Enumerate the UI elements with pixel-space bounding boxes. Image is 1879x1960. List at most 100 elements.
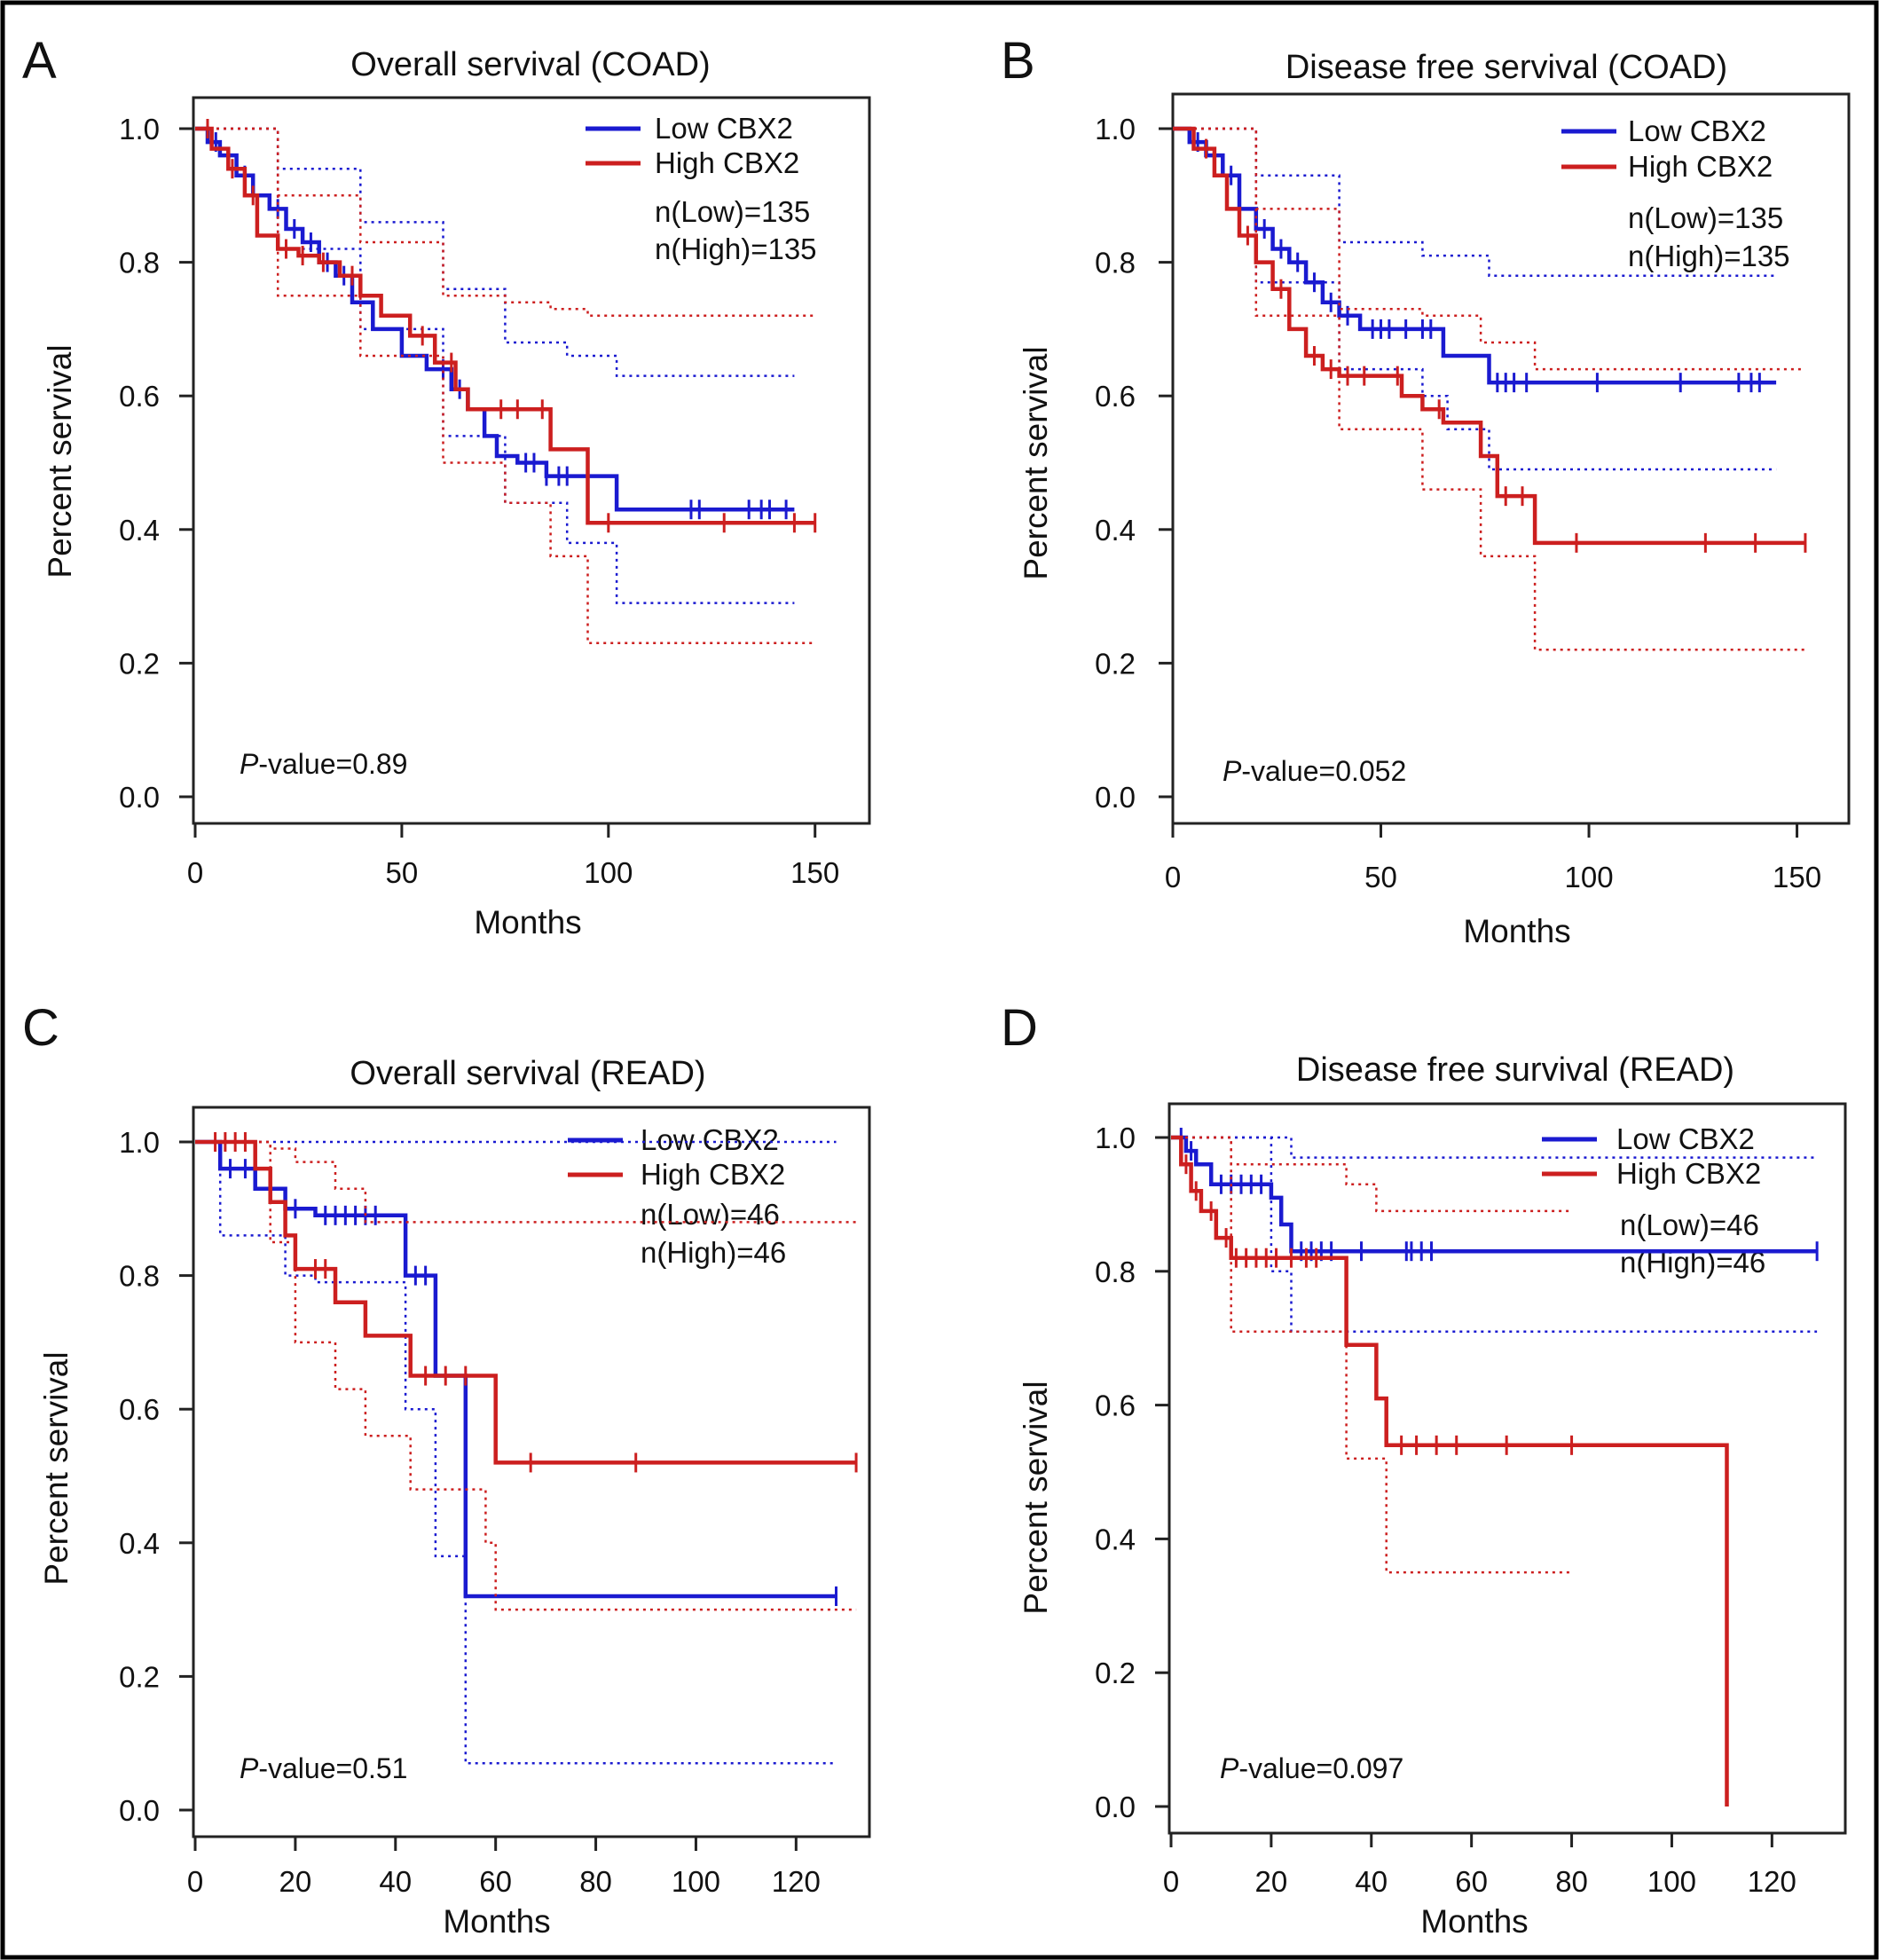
y-tick-label: 0.0 bbox=[1095, 781, 1136, 814]
x-axis: 0 20 40 60 80 100 120 bbox=[1163, 1833, 1796, 1898]
legend-label-high: High CBX2 bbox=[1628, 150, 1773, 183]
chart-title: Disease free servival (COAD) bbox=[1285, 49, 1727, 86]
x-tick-label: 0 bbox=[1163, 1865, 1179, 1898]
sample-size-low: n(Low)=135 bbox=[1628, 201, 1783, 234]
plot-frame bbox=[192, 1106, 871, 1838]
sample-size-low: n(Low)=46 bbox=[1620, 1208, 1759, 1241]
survival-curve bbox=[1171, 1135, 1729, 1807]
p-value-prefix: P bbox=[240, 748, 259, 780]
x-tick-label: 0 bbox=[1165, 861, 1181, 893]
y-tick-label: 0.0 bbox=[1095, 1791, 1136, 1823]
panel-c: C Overall servival (READ) Percent serviv… bbox=[22, 999, 871, 1940]
x-axis: 0 50 100 150 bbox=[187, 823, 839, 889]
legend-label-low: Low CBX2 bbox=[1628, 114, 1766, 147]
confidence-band-upper bbox=[195, 127, 795, 377]
x-tick-label: 150 bbox=[1773, 861, 1821, 893]
survival-curve bbox=[195, 1139, 857, 1465]
x-tick-label: 100 bbox=[1647, 1865, 1696, 1898]
sample-size-high: n(High)=135 bbox=[655, 232, 817, 265]
y-tick-label: 0.6 bbox=[119, 1393, 160, 1426]
x-tick-label: 100 bbox=[672, 1865, 720, 1898]
series-high bbox=[195, 1132, 858, 1611]
legend-label-low: Low CBX2 bbox=[655, 112, 793, 145]
y-tick-label: 0.2 bbox=[1095, 1657, 1136, 1689]
legend-label-high: High CBX2 bbox=[1616, 1157, 1761, 1190]
y-tick-label: 1.0 bbox=[1095, 1122, 1136, 1154]
p-value-text: -value=0.097 bbox=[1238, 1752, 1403, 1784]
y-tick-label: 0.0 bbox=[119, 781, 160, 814]
series-high bbox=[195, 119, 817, 645]
sample-size-high: n(High)=46 bbox=[641, 1236, 786, 1269]
x-tick-label: 40 bbox=[1355, 1865, 1388, 1898]
legend: Low CBX2 High CBX2 n(Low)=46 n(High)=46 bbox=[1542, 1122, 1765, 1279]
x-tick-label: 120 bbox=[1748, 1865, 1796, 1898]
p-value-label: P-value=0.89 bbox=[240, 748, 407, 780]
p-value-prefix: P bbox=[240, 1752, 259, 1784]
panel-d: D Disease free survival (READ) Percent s… bbox=[1001, 999, 1847, 1940]
confidence-band-lower bbox=[195, 1140, 837, 1765]
panel-letter: B bbox=[1001, 32, 1035, 90]
y-tick-label: 0.4 bbox=[1095, 514, 1136, 547]
x-tick-label: 20 bbox=[1255, 1865, 1288, 1898]
x-tick-label: 100 bbox=[584, 856, 633, 889]
confidence-band-lower bbox=[1171, 1136, 1572, 1574]
legend: Low CBX2 High CBX2 n(Low)=46 n(High)=46 bbox=[568, 1123, 786, 1269]
confidence-band-lower bbox=[195, 127, 815, 645]
p-value-text: -value=0.51 bbox=[258, 1752, 407, 1784]
sample-size-low: n(Low)=135 bbox=[655, 195, 810, 228]
panel-a: A Overall servival (COAD) Percent serviv… bbox=[22, 32, 871, 941]
chart-title: Overall servival (COAD) bbox=[350, 46, 710, 83]
confidence-band-lower bbox=[1171, 1136, 1818, 1333]
p-value-label: P-value=0.097 bbox=[1220, 1752, 1403, 1784]
x-tick-label: 0 bbox=[187, 1865, 203, 1898]
y-tick-label: 0.8 bbox=[1095, 247, 1136, 279]
y-tick-label: 0.2 bbox=[119, 647, 160, 680]
survival-curve bbox=[195, 126, 795, 512]
y-axis-label: Percent servival bbox=[42, 344, 78, 578]
y-tick-label: 0.4 bbox=[119, 1527, 160, 1560]
y-tick-label: 0.8 bbox=[119, 247, 160, 279]
sample-size-high: n(High)=135 bbox=[1628, 240, 1790, 272]
p-value-prefix: P bbox=[1223, 755, 1242, 787]
plot-frame bbox=[192, 96, 871, 825]
x-axis-label: Months bbox=[1420, 1903, 1528, 1940]
x-axis-label: Months bbox=[443, 1903, 550, 1940]
y-tick-label: 0.6 bbox=[1095, 380, 1136, 413]
sample-size-low: n(Low)=46 bbox=[641, 1198, 780, 1231]
x-tick-label: 120 bbox=[772, 1865, 821, 1898]
legend-label-high: High CBX2 bbox=[641, 1158, 785, 1191]
x-axis: 0 20 40 60 80 100 120 bbox=[187, 1837, 821, 1898]
panel-letter: C bbox=[22, 999, 59, 1057]
y-tick-label: 1.0 bbox=[119, 113, 160, 146]
survival-curve bbox=[1173, 126, 1805, 546]
confidence-band-upper bbox=[195, 127, 815, 318]
x-tick-label: 60 bbox=[479, 1865, 512, 1898]
y-tick-label: 0.4 bbox=[1095, 1523, 1136, 1555]
series-high bbox=[1171, 1135, 1729, 1807]
x-axis-label: Months bbox=[474, 904, 581, 941]
y-axis: 0.0 0.2 0.4 0.6 0.8 1.0 bbox=[119, 113, 193, 814]
x-axis: 0 50 100 150 bbox=[1165, 823, 1821, 893]
y-tick-label: 1.0 bbox=[1095, 113, 1136, 146]
legend: Low CBX2 High CBX2 n(Low)=135 n(High)=13… bbox=[586, 112, 817, 265]
y-tick-label: 0.6 bbox=[119, 380, 160, 413]
y-axis: 0.0 0.2 0.4 0.6 0.8 1.0 bbox=[119, 1126, 193, 1827]
y-tick-label: 0.6 bbox=[1095, 1389, 1136, 1422]
x-tick-label: 80 bbox=[1555, 1865, 1588, 1898]
y-axis-label: Percent servival bbox=[38, 1351, 75, 1585]
legend-label-low: Low CBX2 bbox=[641, 1123, 779, 1156]
p-value-prefix: P bbox=[1220, 1752, 1239, 1784]
legend: Low CBX2 High CBX2 n(Low)=135 n(High)=13… bbox=[1561, 114, 1790, 272]
x-tick-label: 60 bbox=[1455, 1865, 1488, 1898]
y-axis-label: Percent servival bbox=[1018, 1381, 1054, 1614]
y-tick-label: 0.2 bbox=[1095, 647, 1136, 680]
series-low bbox=[195, 126, 795, 604]
x-tick-label: 150 bbox=[790, 856, 839, 889]
plot-frame bbox=[1171, 92, 1851, 825]
y-axis: 0.0 0.2 0.4 0.6 0.8 1.0 bbox=[1095, 1122, 1169, 1823]
x-tick-label: 0 bbox=[187, 856, 203, 889]
chart-title: Disease free survival (READ) bbox=[1296, 1051, 1734, 1089]
p-value-text: -value=0.89 bbox=[258, 748, 407, 780]
